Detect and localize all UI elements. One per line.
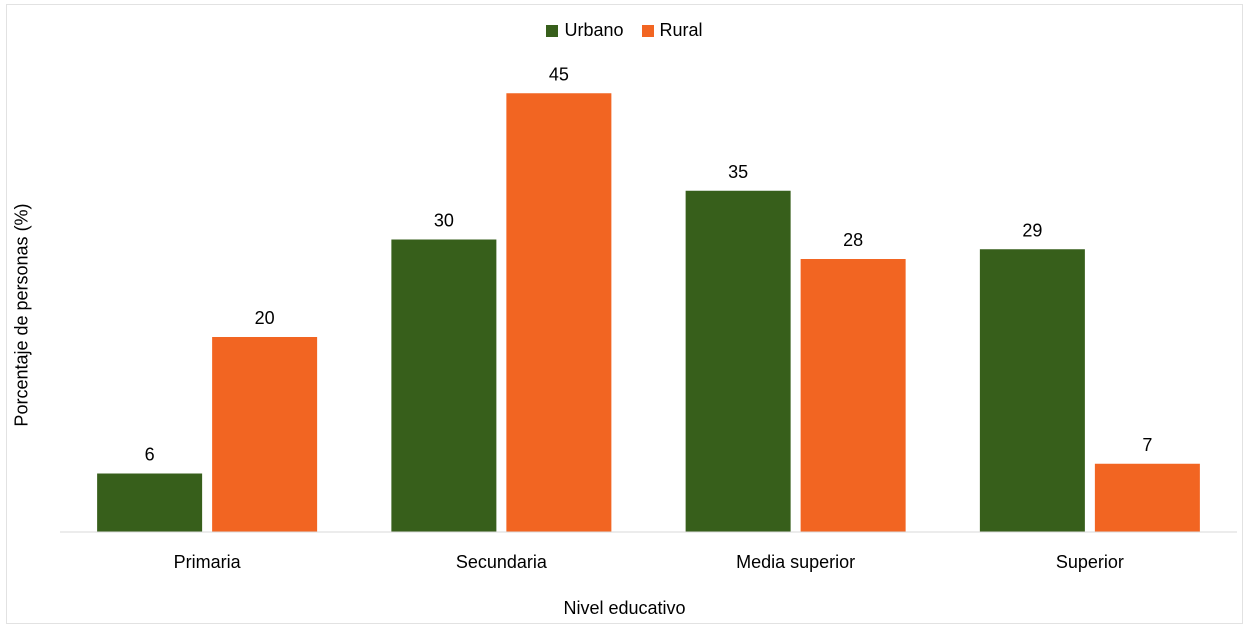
- x-tick-label-superior: Superior: [1056, 552, 1124, 572]
- data-label-rural-media-superior: 28: [843, 230, 863, 250]
- data-label-urbano-secundaria: 30: [434, 211, 454, 231]
- data-label-urbano-primaria: 6: [145, 445, 155, 465]
- data-label-urbano-superior: 29: [1022, 220, 1042, 240]
- legend: Urbano Rural: [0, 20, 1249, 41]
- bar-urbano-primaria: [97, 473, 203, 532]
- x-axis-label: Nivel educativo: [563, 598, 686, 618]
- x-tick-label-primaria: Primaria: [174, 552, 242, 572]
- bar-rural-primaria: [212, 337, 318, 532]
- bar-urbano-secundaria: [391, 239, 497, 532]
- bar-urbano-superior: [979, 249, 1085, 532]
- legend-swatch-rural: [641, 24, 654, 37]
- legend-swatch-urbano: [546, 24, 559, 37]
- x-tick-label-secundaria: Secundaria: [456, 552, 548, 572]
- data-label-rural-superior: 7: [1142, 435, 1152, 455]
- bar-rural-superior: [1094, 463, 1200, 532]
- data-label-urbano-media-superior: 35: [728, 162, 748, 182]
- bar-urbano-media-superior: [685, 190, 791, 532]
- data-label-rural-secundaria: 45: [549, 64, 569, 84]
- x-tick-label-media-superior: Media superior: [736, 552, 855, 572]
- legend-label-rural: Rural: [659, 20, 703, 40]
- legend-label-urbano: Urbano: [564, 20, 624, 40]
- bar-rural-secundaria: [506, 93, 612, 532]
- data-label-rural-primaria: 20: [255, 308, 275, 328]
- legend-item-rural: Rural: [641, 20, 703, 41]
- legend-item-urbano: Urbano: [546, 20, 624, 41]
- bar-rural-media-superior: [800, 259, 906, 532]
